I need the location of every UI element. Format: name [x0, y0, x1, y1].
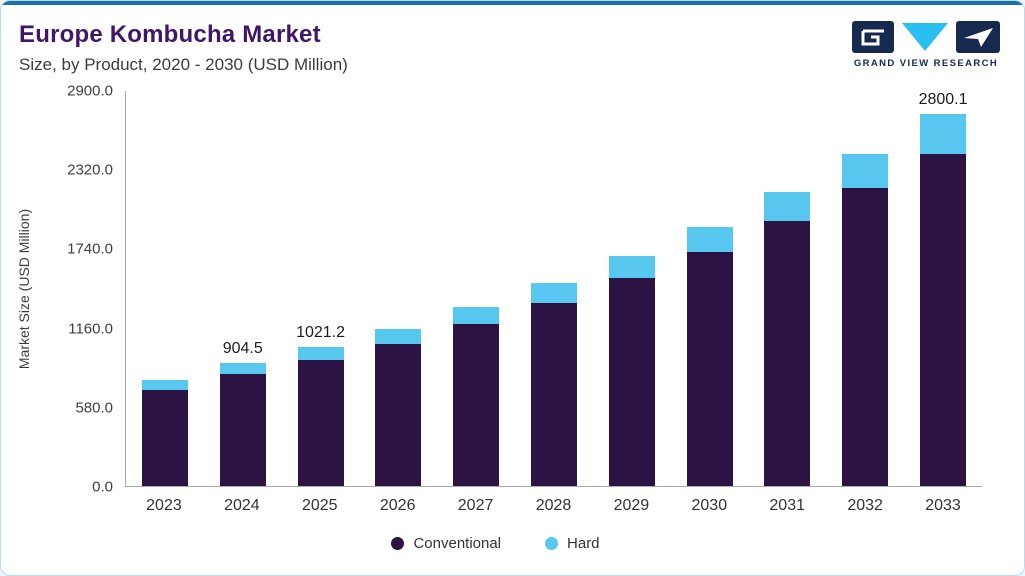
legend-marker-icon: [391, 537, 405, 550]
bar-segment-conventional[interactable]: [764, 221, 811, 486]
legend-item-hard[interactable]: Hard: [545, 535, 600, 552]
bar-segment-hard[interactable]: [453, 306, 500, 324]
bar-total-label: 904.5: [222, 339, 263, 357]
bar-segment-hard[interactable]: [219, 362, 266, 375]
plot-area: 904.5 1021.2 2800.1: [125, 91, 982, 487]
grand-view-research-logo-icon: [852, 21, 1000, 53]
bar-segment-hard[interactable]: [686, 226, 733, 252]
bar-segment-conventional[interactable]: [141, 389, 188, 486]
x-axis-labels: 2023 2024 2025 2026 2027 2028 2029 2030 2031 2032…: [125, 487, 982, 515]
bar-segment-hard[interactable]: [608, 256, 655, 279]
title-block: Europe Kombucha Market Size, by Product,…: [19, 21, 348, 75]
y-axis-ticks: 2900.0 2320.0 1740.0 1160.0 580.0 0.0: [39, 83, 125, 496]
x-axis-label-2031: 2031: [769, 497, 805, 514]
bar-segment-conventional[interactable]: [920, 153, 967, 486]
bar-segment-hard[interactable]: [375, 328, 422, 344]
bar-segment-conventional[interactable]: [219, 374, 266, 486]
bar-group-2026[interactable]: [359, 91, 437, 486]
x-axis-label-2025: 2025: [301, 497, 338, 514]
y-axis-title-text: Market Size (USD Million): [16, 208, 32, 370]
bar-group-2023[interactable]: [126, 91, 204, 486]
bar-segment-hard[interactable]: [530, 283, 577, 303]
bar-segment-conventional[interactable]: [530, 302, 577, 486]
chart-header: Europe Kombucha Market Size, by Product,…: [1, 5, 1024, 75]
bar-segment-conventional[interactable]: [686, 251, 733, 486]
bar-segment-conventional[interactable]: [453, 323, 500, 486]
bar-segment-hard[interactable]: [141, 379, 188, 390]
x-axis-label-2033: 2033: [925, 497, 961, 514]
legend-label: Hard: [567, 535, 600, 552]
bar-segment-conventional[interactable]: [842, 187, 889, 486]
top-accent-bar: [1, 1, 1024, 5]
chart-subtitle: Size, by Product, 2020 - 2030 (USD Milli…: [19, 55, 348, 74]
x-axis-label-2030: 2030: [691, 497, 728, 514]
y-tick-label: 1160.0: [68, 320, 113, 338]
bar-segment-hard[interactable]: [842, 153, 889, 188]
y-tick-label: 2320.0: [67, 161, 113, 179]
legend-item-conventional[interactable]: Conventional: [391, 535, 501, 552]
bar-segment-conventional[interactable]: [608, 278, 655, 486]
y-tick-label: 1740.0: [67, 240, 113, 258]
bar-group-2030[interactable]: [671, 91, 749, 486]
bar-total-label: 2800.1: [918, 91, 968, 108]
chart-area: Market Size (USD Million) 2900.0 2320.0 17…: [9, 83, 982, 552]
bar-segment-hard[interactable]: [764, 192, 811, 222]
bar-group-2032[interactable]: [826, 91, 904, 486]
legend-label: Conventional: [413, 535, 502, 552]
x-axis-label-2024: 2024: [224, 497, 260, 514]
y-tick-label: 0.0: [92, 478, 113, 496]
bar-group-2031[interactable]: [749, 91, 827, 486]
legend: Conventional Hard: [9, 515, 982, 552]
bar-segment-hard[interactable]: [920, 114, 967, 154]
bar-group-2024[interactable]: 904.5: [204, 91, 282, 486]
bar-group-2027[interactable]: [437, 91, 515, 486]
x-axis-label-2029: 2029: [613, 497, 650, 514]
grand-view-research-logo: GRAND VIEW RESEARCH: [852, 21, 1000, 69]
bar-segment-conventional[interactable]: [297, 360, 344, 486]
bar-segment-hard[interactable]: [297, 346, 344, 361]
bar-group-2033[interactable]: 2800.1: [904, 91, 982, 486]
bar-segment-conventional[interactable]: [375, 343, 422, 486]
legend-marker-icon: [545, 537, 559, 550]
x-axis-label-2023: 2023: [146, 497, 182, 514]
y-tick-label: 580.0: [75, 399, 113, 417]
bar-total-label: 1021.2: [296, 323, 345, 341]
bar-group-2029[interactable]: [593, 91, 671, 486]
bar-group-2025[interactable]: 1021.2: [282, 91, 360, 486]
bar-group-2028[interactable]: [515, 91, 593, 486]
y-axis-title: Market Size (USD Million): [9, 91, 39, 487]
y-tick-label: 2900.0: [67, 82, 113, 100]
chart-title: Europe Kombucha Market: [19, 21, 321, 48]
logo-text: GRAND VIEW RESEARCH: [853, 58, 999, 69]
x-axis-label-2027: 2027: [457, 497, 494, 514]
x-axis-label-2028: 2028: [535, 497, 572, 514]
x-axis-label-2032: 2032: [847, 497, 883, 514]
x-axis-label-2026: 2026: [379, 497, 416, 514]
